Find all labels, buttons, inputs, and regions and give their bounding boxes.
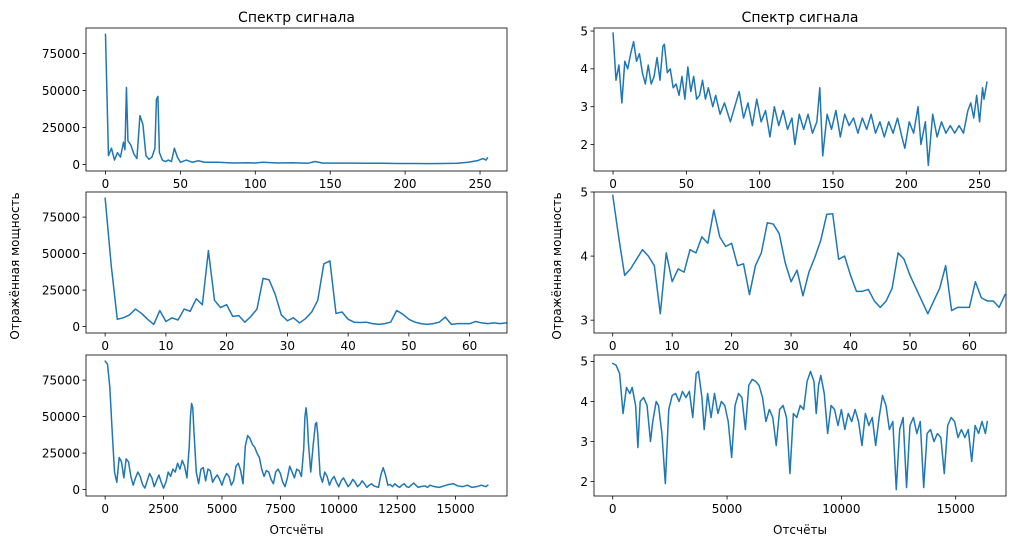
subplot-4: 0 10 20 30 40 50 60 3 4 5 (580, 185, 1007, 353)
ylabel-right: Отражённая мощность (550, 192, 564, 339)
x-tick-label: 7500 (265, 502, 296, 516)
x-tick-label: 0 (609, 339, 617, 353)
subplot-title: Спектр сигнала (238, 10, 355, 26)
x-tick-label: 250 (469, 177, 492, 191)
y-tick-label: 50000 (42, 84, 80, 98)
x-tick-label: 15000 (437, 502, 475, 516)
subplot-3: 0 10 20 30 40 50 60 0 25000 50000 75000 (42, 191, 508, 353)
x-tick-label: 0 (102, 177, 110, 191)
series-line-4 (611, 194, 1006, 315)
x-tick-label: 50 (679, 177, 694, 191)
y-tick-label: 75000 (42, 373, 80, 387)
x-tick-label: 5000 (207, 502, 238, 516)
y-tick-label: 2 (580, 138, 588, 152)
x-tick-label: 150 (319, 177, 342, 191)
x-tick-label: 40 (843, 339, 858, 353)
x-tick-label: 250 (968, 177, 991, 191)
subplot-2: 0 50 100 150 200 250 2 3 4 5 Спектр сигнала (580, 10, 1007, 191)
y-tick-label: 0 (72, 158, 80, 172)
y-tick-label: 25000 (42, 121, 80, 135)
x-tick-label: 60 (462, 339, 477, 353)
x-tick-label: 0 (101, 502, 109, 516)
y-tick-label: 50000 (42, 410, 80, 424)
y-tick-label: 75000 (42, 210, 80, 224)
x-tick-label: 10 (158, 339, 173, 353)
series-line-6 (612, 362, 989, 491)
axes-frame (85, 191, 508, 334)
series-line-3 (104, 197, 507, 326)
x-tick-label: 50 (401, 339, 416, 353)
subplot-6: 0 5000 10000 15000 2 3 4 5 Отсчёты (580, 354, 1007, 537)
y-tick-label: 50000 (42, 247, 80, 261)
y-tick-label: 5 (580, 24, 588, 38)
x-tick-label: 40 (340, 339, 355, 353)
axes-frame (85, 27, 508, 172)
x-tick-label: 0 (609, 502, 617, 516)
x-tick-label: 0 (609, 177, 617, 191)
series-line-5 (104, 360, 489, 489)
y-tick-label: 2 (580, 475, 588, 489)
x-tick-label: 5000 (712, 502, 743, 516)
subplot-title: Спектр сигнала (742, 10, 859, 26)
y-tick-label: 3 (580, 435, 588, 449)
y-tick-label: 3 (580, 313, 588, 327)
x-tick-label: 50 (173, 177, 188, 191)
x-tick-label: 12500 (378, 502, 416, 516)
series-line-1 (104, 33, 489, 165)
y-tick-label: 4 (580, 395, 588, 409)
x-axis-label: Отсчёты (773, 523, 827, 537)
axes-frame (593, 354, 1007, 497)
x-tick-label: 20 (724, 339, 739, 353)
x-tick-label: 200 (895, 177, 918, 191)
y-tick-label: 0 (72, 320, 80, 334)
y-tick-label: 25000 (42, 446, 80, 460)
x-tick-label: 30 (280, 339, 295, 353)
y-tick-label: 0 (72, 483, 80, 497)
x-tick-label: 20 (219, 339, 234, 353)
x-tick-label: 10000 (320, 502, 358, 516)
x-tick-label: 10 (665, 339, 680, 353)
x-tick-label: 15000 (937, 502, 975, 516)
x-axis-label: Отсчёты (270, 523, 324, 537)
x-tick-label: 10000 (822, 502, 860, 516)
y-tick-label: 4 (580, 62, 588, 76)
y-tick-label: 4 (580, 249, 588, 263)
x-tick-label: 100 (244, 177, 267, 191)
ylabel-left: Отражённая мощность (8, 192, 22, 339)
x-tick-label: 0 (101, 339, 109, 353)
axes-frame (85, 354, 508, 497)
x-tick-label: 2500 (148, 502, 179, 516)
x-tick-label: 150 (822, 177, 845, 191)
y-tick-label: 5 (580, 355, 588, 369)
y-tick-label: 75000 (42, 47, 80, 61)
x-tick-label: 200 (394, 177, 417, 191)
subplot-5: 0 2500 5000 7500 10000 12500 15000 0 25000 50000 7… (42, 354, 508, 537)
x-tick-label: 60 (962, 339, 977, 353)
axes-frame (593, 27, 1007, 172)
x-tick-label: 50 (902, 339, 917, 353)
axes-frame (593, 191, 1007, 334)
y-tick-label: 5 (580, 185, 588, 199)
subplot-1: 0 50 100 150 200 250 0 25000 50000 75000 Спектр си… (42, 10, 508, 191)
x-tick-label: 30 (783, 339, 798, 353)
series-line-2 (612, 32, 988, 167)
y-tick-label: 3 (580, 100, 588, 114)
x-tick-label: 100 (748, 177, 771, 191)
y-tick-label: 25000 (42, 283, 80, 297)
